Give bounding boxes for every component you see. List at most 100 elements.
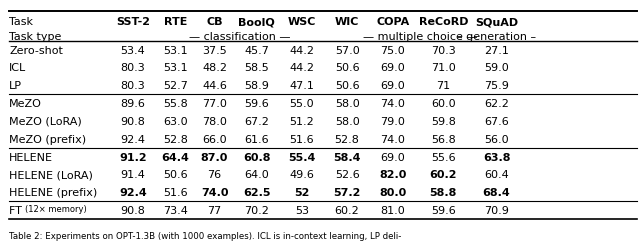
Text: CB: CB xyxy=(206,17,223,27)
Text: 91.4: 91.4 xyxy=(120,170,145,180)
Text: 89.6: 89.6 xyxy=(120,99,145,109)
Text: 60.8: 60.8 xyxy=(243,152,270,163)
Text: SST-2: SST-2 xyxy=(116,17,150,27)
Text: 62.5: 62.5 xyxy=(243,188,270,198)
Text: 59.6: 59.6 xyxy=(244,99,269,109)
Text: 63.0: 63.0 xyxy=(163,117,188,127)
Text: MeZO (prefix): MeZO (prefix) xyxy=(9,135,86,145)
Text: 27.1: 27.1 xyxy=(484,45,509,56)
Text: 74.0: 74.0 xyxy=(381,99,405,109)
Text: 58.5: 58.5 xyxy=(244,63,269,73)
Text: 51.6: 51.6 xyxy=(289,135,314,145)
Text: 52.7: 52.7 xyxy=(163,81,188,91)
Text: 70.3: 70.3 xyxy=(431,45,456,56)
Text: 59.6: 59.6 xyxy=(431,206,456,216)
Text: 69.0: 69.0 xyxy=(381,81,405,91)
Text: 53.1: 53.1 xyxy=(163,63,188,73)
Text: — classification —: — classification — xyxy=(189,32,291,42)
Text: 51.2: 51.2 xyxy=(289,117,314,127)
Text: 59.0: 59.0 xyxy=(484,63,509,73)
Text: 64.4: 64.4 xyxy=(162,152,189,163)
Text: 61.6: 61.6 xyxy=(244,135,269,145)
Text: 52: 52 xyxy=(294,188,310,198)
Text: 58.8: 58.8 xyxy=(429,188,457,198)
Text: — multiple choice —: — multiple choice — xyxy=(363,32,477,42)
Text: – generation –: – generation – xyxy=(457,32,536,42)
Text: 57.2: 57.2 xyxy=(333,188,361,198)
Text: HELENE (prefix): HELENE (prefix) xyxy=(9,188,97,198)
Text: 80.3: 80.3 xyxy=(120,81,145,91)
Text: 55.8: 55.8 xyxy=(163,99,188,109)
Text: 70.9: 70.9 xyxy=(484,206,509,216)
Text: 44.6: 44.6 xyxy=(202,81,227,91)
Text: ReCoRD: ReCoRD xyxy=(419,17,468,27)
Text: 62.2: 62.2 xyxy=(484,99,509,109)
Text: 92.4: 92.4 xyxy=(119,188,147,198)
Text: Task: Task xyxy=(9,17,33,27)
Text: MeZO: MeZO xyxy=(9,99,42,109)
Text: 69.0: 69.0 xyxy=(381,63,405,73)
Text: 52.6: 52.6 xyxy=(335,170,360,180)
Text: 60.2: 60.2 xyxy=(335,206,360,216)
Text: ICL: ICL xyxy=(9,63,26,73)
Text: 58.4: 58.4 xyxy=(333,152,361,163)
Text: HELENE (LoRA): HELENE (LoRA) xyxy=(9,170,93,180)
Text: 91.2: 91.2 xyxy=(119,152,147,163)
Text: 60.4: 60.4 xyxy=(484,170,509,180)
Text: 45.7: 45.7 xyxy=(244,45,269,56)
Text: 92.4: 92.4 xyxy=(120,135,145,145)
Text: 55.6: 55.6 xyxy=(431,152,456,163)
Text: LP: LP xyxy=(9,81,22,91)
Text: 53.4: 53.4 xyxy=(120,45,145,56)
Text: 57.0: 57.0 xyxy=(335,45,360,56)
Text: 74.0: 74.0 xyxy=(201,188,228,198)
Text: RTE: RTE xyxy=(164,17,188,27)
Text: 77.0: 77.0 xyxy=(202,99,227,109)
Text: BoolQ: BoolQ xyxy=(238,17,275,27)
Text: 70.2: 70.2 xyxy=(244,206,269,216)
Text: 80.3: 80.3 xyxy=(120,63,145,73)
Text: 81.0: 81.0 xyxy=(381,206,405,216)
Text: 90.8: 90.8 xyxy=(120,117,145,127)
Text: 80.0: 80.0 xyxy=(380,188,406,198)
Text: 76: 76 xyxy=(207,170,221,180)
Text: 74.0: 74.0 xyxy=(381,135,405,145)
Text: 60.0: 60.0 xyxy=(431,99,456,109)
Text: COPA: COPA xyxy=(376,17,410,27)
Text: 55.0: 55.0 xyxy=(289,99,314,109)
Text: 37.5: 37.5 xyxy=(202,45,227,56)
Text: 50.6: 50.6 xyxy=(335,81,360,91)
Text: 67.2: 67.2 xyxy=(244,117,269,127)
Text: 69.0: 69.0 xyxy=(381,152,405,163)
Text: 48.2: 48.2 xyxy=(202,63,227,73)
Text: Table 2: Experiments on OPT-1.3B (with 1000 examples). ICL is in-context learnin: Table 2: Experiments on OPT-1.3B (with 1… xyxy=(9,232,401,241)
Text: 77: 77 xyxy=(207,206,221,216)
Text: 59.8: 59.8 xyxy=(431,117,456,127)
Text: 67.6: 67.6 xyxy=(484,117,509,127)
Text: MeZO (LoRA): MeZO (LoRA) xyxy=(9,117,82,127)
Text: 52.8: 52.8 xyxy=(335,135,360,145)
Text: 53.1: 53.1 xyxy=(163,45,188,56)
Text: HELENE: HELENE xyxy=(9,152,53,163)
Text: 63.8: 63.8 xyxy=(483,152,510,163)
Text: Zero-shot: Zero-shot xyxy=(9,45,63,56)
Text: 56.0: 56.0 xyxy=(484,135,509,145)
Text: 60.2: 60.2 xyxy=(429,170,457,180)
Text: 68.4: 68.4 xyxy=(483,188,510,198)
Text: 52.8: 52.8 xyxy=(163,135,188,145)
Text: Task type: Task type xyxy=(9,32,61,42)
Text: 75.0: 75.0 xyxy=(381,45,405,56)
Text: 64.0: 64.0 xyxy=(244,170,269,180)
Text: WSC: WSC xyxy=(287,17,316,27)
Text: 50.6: 50.6 xyxy=(335,63,360,73)
Text: 90.8: 90.8 xyxy=(120,206,145,216)
Text: 82.0: 82.0 xyxy=(380,170,406,180)
Text: 58.9: 58.9 xyxy=(244,81,269,91)
Text: 44.2: 44.2 xyxy=(289,63,314,73)
Text: 73.4: 73.4 xyxy=(163,206,188,216)
Text: SQuAD: SQuAD xyxy=(475,17,518,27)
Text: (12× memory): (12× memory) xyxy=(25,205,86,214)
Text: 49.6: 49.6 xyxy=(289,170,314,180)
Text: 47.1: 47.1 xyxy=(289,81,314,91)
Text: 51.6: 51.6 xyxy=(163,188,188,198)
